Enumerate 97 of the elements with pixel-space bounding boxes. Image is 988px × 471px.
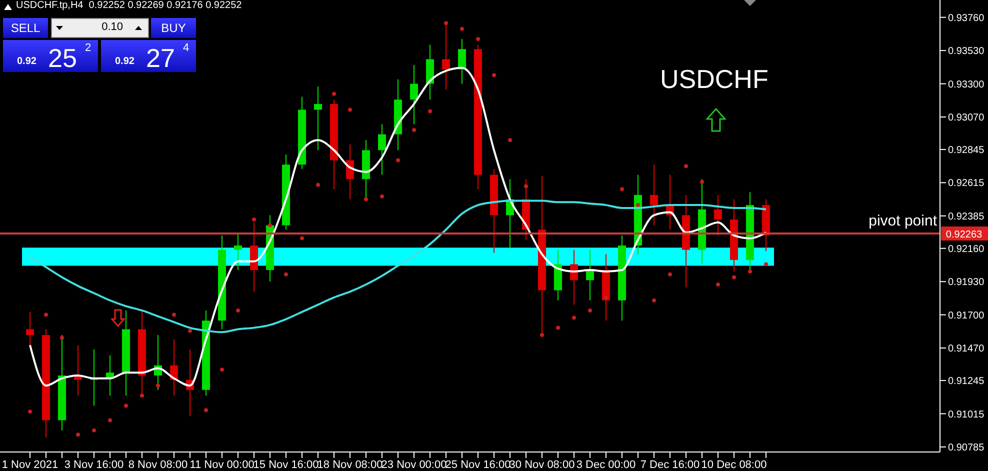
- candlestick: [378, 124, 386, 176]
- x-tick-label: 7 Dec 16:00: [640, 458, 700, 471]
- point: [204, 408, 208, 412]
- y-tick-label: 0.92160: [948, 244, 985, 255]
- point: [684, 164, 688, 168]
- point: [508, 138, 512, 142]
- buy-button: BUY: [151, 18, 196, 38]
- point: [700, 180, 704, 184]
- annotation: 0.92: [17, 56, 36, 67]
- x-tick-label: 3 Nov 16:00: [64, 458, 124, 471]
- point: [44, 312, 48, 317]
- point: [540, 333, 544, 338]
- x-tick-label: 30 Nov 08:00: [509, 458, 575, 471]
- point: [764, 262, 768, 266]
- point: [220, 368, 224, 372]
- point: [348, 108, 352, 112]
- point: [108, 418, 112, 422]
- x-tick-label: 8 Nov 08:00: [128, 458, 188, 471]
- x-tick-label: 18 Nov 08:00: [317, 458, 383, 471]
- lot-size-field: 0.10: [51, 18, 149, 38]
- sell-price-box: 0.92 25 2: [3, 40, 98, 72]
- point: [620, 187, 624, 192]
- x-tick-label: 10 Dec 08:00: [701, 458, 767, 471]
- point: [732, 275, 736, 280]
- point: [588, 308, 592, 312]
- point: [652, 298, 656, 302]
- x-tick-label: 15 Nov 16:00: [253, 458, 319, 471]
- point: [636, 203, 640, 208]
- y-tick-label: 0.93070: [948, 112, 985, 124]
- candlestick: [410, 64, 418, 125]
- point: [428, 109, 432, 114]
- annotation: 27: [146, 43, 175, 74]
- point: [412, 128, 416, 132]
- x-tick-label: 1 Nov 2021: [2, 458, 58, 471]
- point: [444, 21, 448, 26]
- chart-subtitle: USDCHF.tp,H4 0.92252 0.92269 0.92176 0.92252: [16, 0, 242, 11]
- annotation: 0.92: [115, 56, 134, 67]
- text: USDCHF: [660, 64, 768, 95]
- candlestick: [650, 164, 658, 226]
- x-tick-label: 25 Nov 16:00: [445, 458, 511, 471]
- point: [396, 158, 400, 162]
- point: [556, 326, 560, 330]
- point: [316, 182, 320, 187]
- point: [748, 269, 752, 274]
- point: [476, 36, 480, 41]
- point: [140, 394, 144, 398]
- sell-button: SELL: [3, 18, 48, 38]
- x-tick-label: 11 Nov 00:00: [190, 458, 254, 471]
- annotation: 0.10: [102, 21, 123, 33]
- point: [252, 218, 256, 222]
- point: [28, 410, 32, 414]
- point: [364, 197, 368, 202]
- point: [572, 316, 576, 320]
- candlestick: [314, 86, 322, 151]
- point: [380, 194, 384, 198]
- y-tick-label: 0.92385: [948, 211, 985, 222]
- buy-price-box: 0.92 27 4: [101, 40, 196, 72]
- point: [300, 236, 304, 240]
- y-tick-label: 0.90785: [948, 442, 985, 454]
- annotation: 2: [85, 42, 92, 54]
- annotation: 4: [183, 42, 190, 54]
- text: 0.92263: [946, 230, 983, 241]
- point: [716, 282, 720, 286]
- point: [92, 428, 96, 432]
- y-tick-label: 0.91700: [948, 310, 985, 322]
- candlestick: [26, 311, 34, 346]
- x-tick-label: 23 Nov 00:00: [381, 458, 447, 471]
- ref-line-label: pivot point: [868, 212, 938, 230]
- point: [524, 184, 528, 188]
- point: [124, 404, 128, 408]
- point: [268, 223, 272, 228]
- candlestick: [714, 194, 722, 236]
- point: [284, 272, 288, 276]
- point: [492, 73, 496, 78]
- candlestick: [234, 232, 242, 271]
- annotation: 25: [48, 43, 77, 74]
- point: [332, 92, 336, 96]
- candlestick: [442, 21, 450, 90]
- point: [76, 432, 80, 437]
- y-tick-label: 0.93530: [948, 46, 985, 58]
- point: [60, 336, 64, 340]
- point: [156, 384, 160, 388]
- point: [236, 308, 240, 312]
- y-tick-label: 0.92845: [948, 145, 985, 156]
- point: [172, 312, 176, 317]
- y-tick-label: 0.93760: [948, 12, 985, 24]
- y-tick-label: 0.91245: [948, 376, 985, 388]
- y-tick-label: 0.91015: [948, 409, 985, 420]
- y-tick-label: 0.91930: [948, 277, 985, 288]
- point: [668, 272, 672, 276]
- y-tick-label: 0.92615: [948, 178, 985, 190]
- x-tick-label: 3 Dec 00:00: [576, 458, 636, 471]
- candlestick: [458, 38, 466, 84]
- y-tick-label: 0.91470: [948, 344, 985, 355]
- point: [460, 26, 464, 31]
- y-tick-label: 0.93300: [948, 79, 985, 90]
- point: [188, 328, 192, 333]
